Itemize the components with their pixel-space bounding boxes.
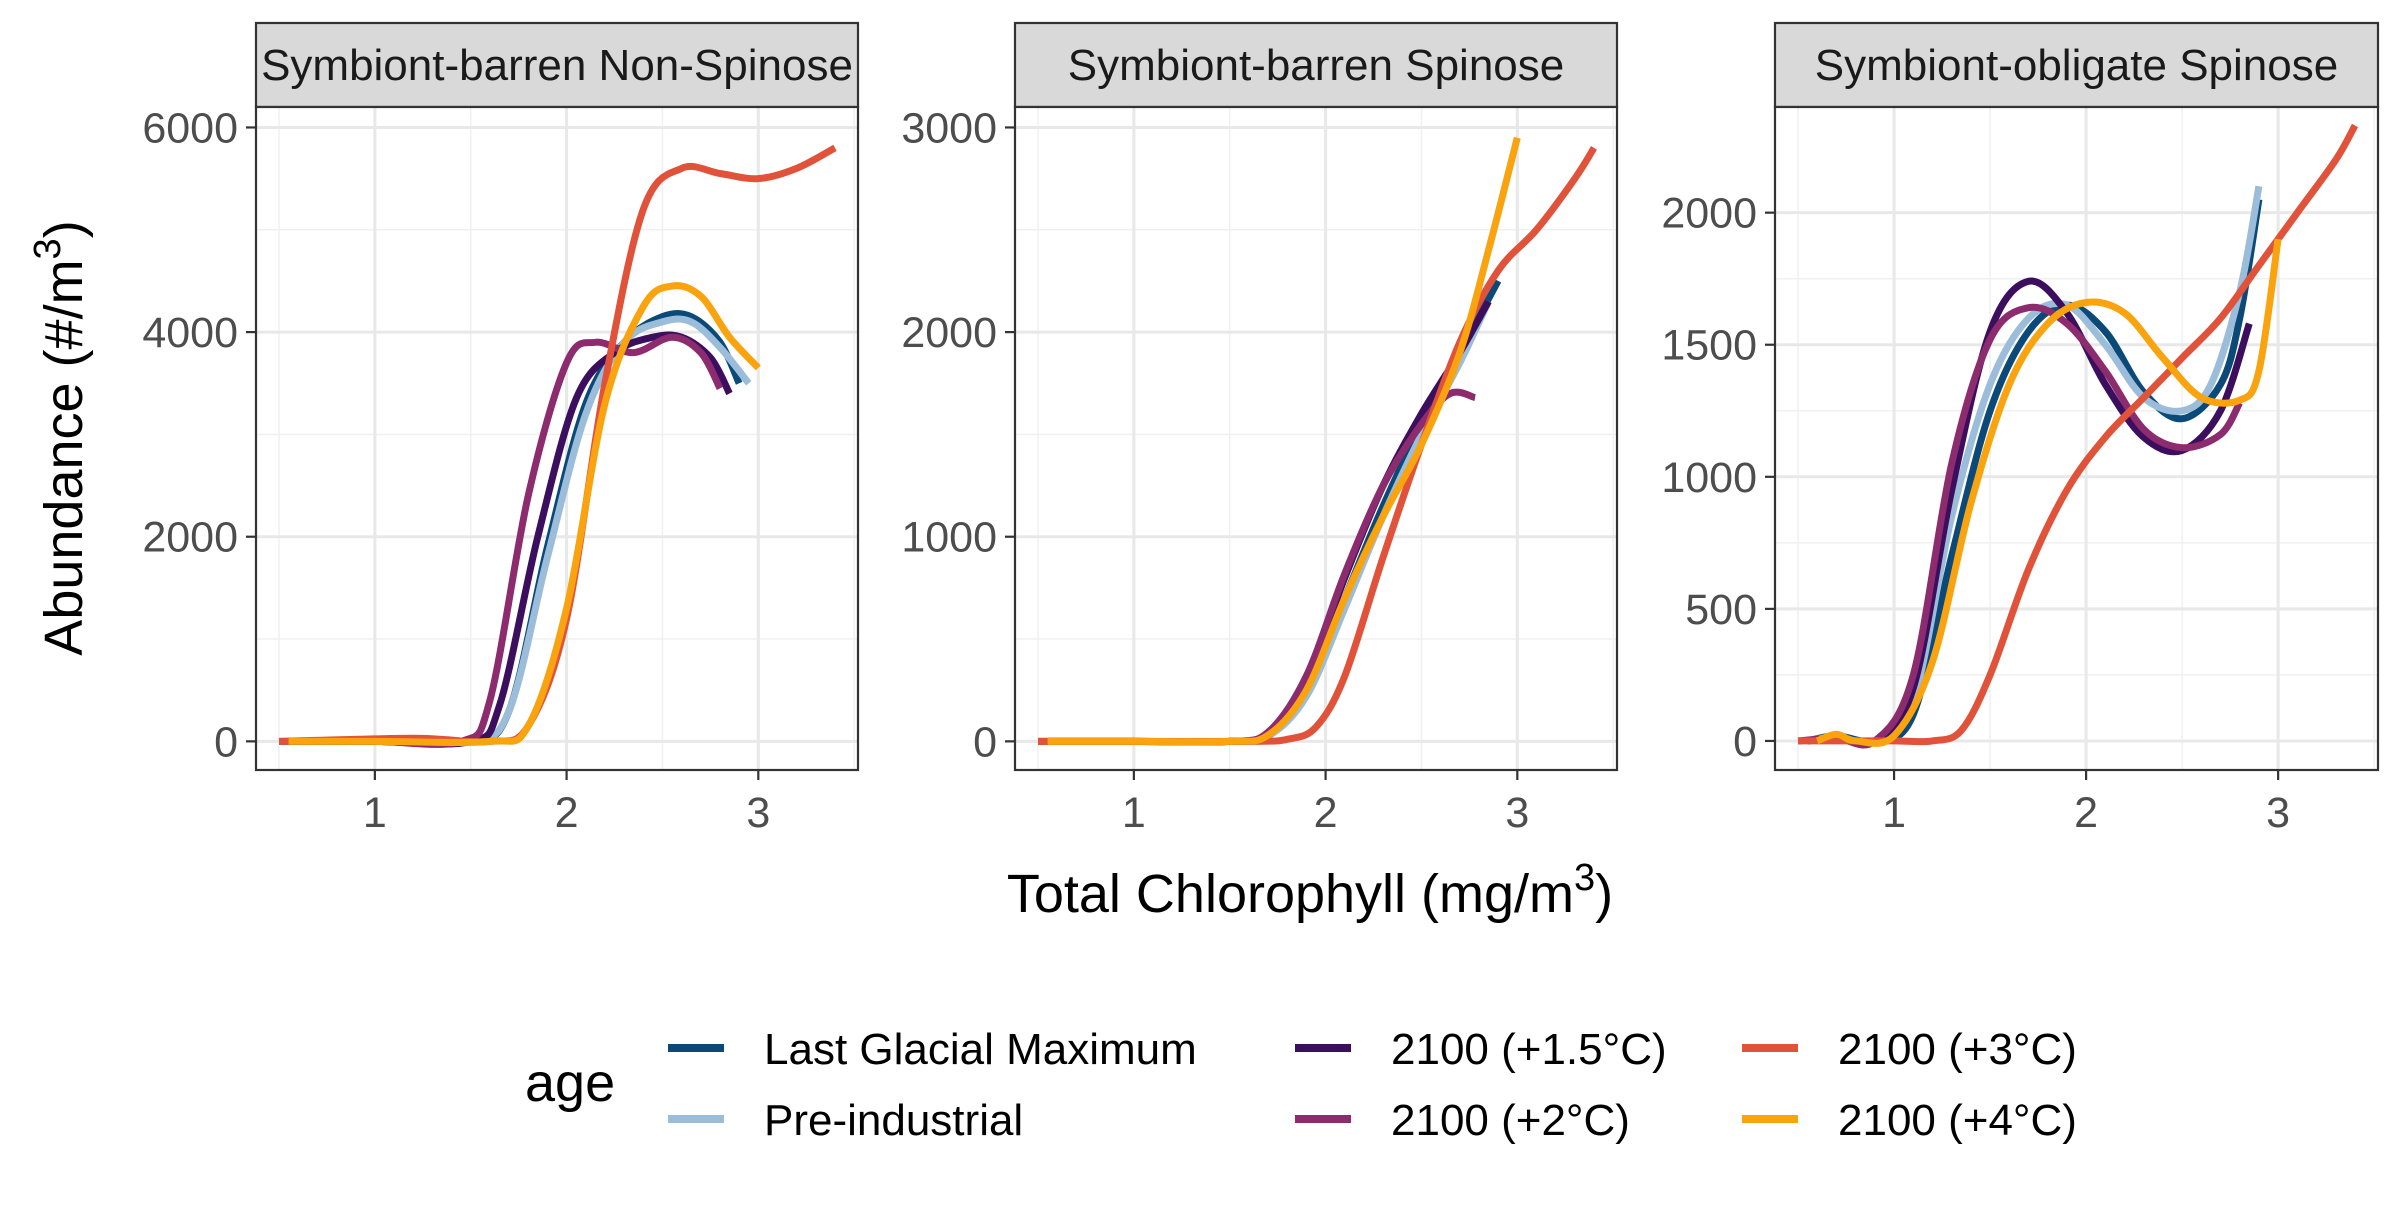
facet-strip: [254, 21, 860, 109]
legend-item-2100-1-5-c: 2100 (+1.5°C): [1295, 1025, 1667, 1074]
x-axis-title: Total Chlorophyll (mg/m3): [1007, 857, 1613, 924]
panel-3: Symbiont-obligate Spinose 0 500 1000 1500 200…: [1661, 21, 2380, 837]
panel-border: [1773, 105, 2380, 772]
y-tick-label: 2000: [1661, 190, 1757, 238]
legend-item-2100-2-c: 2100 (+2°C): [1295, 1096, 1630, 1145]
y-tick-label: 1000: [901, 514, 997, 562]
panel-2: Symbiont-barren Spinose 0 1000 2000 3000 1 2 3: [901, 21, 1619, 837]
facet-strip: [1013, 21, 1619, 109]
x-tick-label: 2: [555, 789, 579, 837]
legend-label: 2100 (+3°C): [1838, 1025, 2077, 1074]
y-tick-label: 0: [973, 718, 997, 766]
x-tick-label: 2: [2074, 789, 2098, 837]
legend-label: 2100 (+1.5°C): [1391, 1025, 1667, 1074]
y-tick-label: 1500: [1661, 322, 1757, 370]
y-axis-title-close: ): [34, 220, 94, 238]
facet-title: Symbiont-barren Spinose: [1068, 41, 1564, 90]
plot-background: [256, 107, 858, 770]
x-tick-label: 1: [1882, 789, 1906, 837]
y-tick-label: 0: [214, 718, 238, 766]
panels-layer: Symbiont-barren Non-Spinose 0 2000 4000 6000…: [142, 21, 2380, 837]
legend-item-2100-3-c: 2100 (+3°C): [1742, 1025, 2077, 1074]
x-tick-label: 2: [1314, 789, 1338, 837]
legend-label: Pre-industrial: [764, 1096, 1023, 1145]
legend-items: Last Glacial Maximum Pre-industrial 2100 (…: [668, 1025, 2077, 1145]
y-tick-label: 4000: [142, 309, 238, 357]
x-axis-title-text: Total Chlorophyll (mg/m: [1007, 864, 1574, 924]
x-axis-title-close: ): [1595, 864, 1613, 924]
legend-item-last-glacial-maximum: Last Glacial Maximum: [668, 1025, 1197, 1074]
x-tick-label: 3: [2266, 789, 2290, 837]
facet-title: Symbiont-barren Non-Spinose: [261, 41, 853, 90]
y-tick-label: 2000: [142, 514, 238, 562]
x-tick-label: 1: [363, 789, 387, 837]
y-tick-label: 2000: [901, 309, 997, 357]
y-tick-label: 6000: [142, 104, 238, 152]
x-tick-label: 3: [1505, 789, 1529, 837]
series-line-2100-4-c: [288, 282, 761, 747]
series-lines: [1038, 136, 1597, 746]
y-tick-label: 0: [1733, 718, 1757, 766]
y-tick-label: 500: [1685, 586, 1757, 634]
series-lines: [1797, 123, 2359, 749]
facet-title: Symbiont-obligate Spinose: [1815, 41, 2338, 90]
grid-lines: [1015, 107, 1617, 770]
series-line-2100-2-c: [1797, 303, 2243, 749]
plot-background: [1775, 107, 2378, 770]
panel-border: [1013, 105, 1619, 772]
panel-border: [254, 105, 860, 772]
legend: age Last Glacial Maximum Pre-industrial 21…: [525, 1025, 2077, 1145]
series-lines: [278, 144, 837, 748]
legend-title: age: [525, 1053, 615, 1113]
y-axis-title-text: Abundance (#/m: [34, 259, 94, 655]
x-tick-label: 3: [746, 789, 770, 837]
series-line-2100-4-c: [1047, 136, 1521, 746]
y-tick-label: 1000: [1661, 454, 1757, 502]
legend-item-pre-industrial: Pre-industrial: [668, 1096, 1023, 1145]
series-line-2100-4-c: [1815, 238, 2282, 747]
grid-lines: [256, 107, 858, 770]
legend-label: 2100 (+4°C): [1838, 1096, 2077, 1145]
legend-label: Last Glacial Maximum: [764, 1025, 1197, 1074]
panel-1: Symbiont-barren Non-Spinose 0 2000 4000 6000…: [142, 21, 860, 837]
legend-label: 2100 (+2°C): [1391, 1096, 1630, 1145]
y-axis-title: Abundance (#/m3): [27, 220, 94, 655]
x-axis-title-superscript: 3: [1574, 857, 1595, 899]
y-axis-title-superscript: 3: [27, 238, 69, 259]
legend-item-2100-4-c: 2100 (+4°C): [1742, 1096, 2077, 1145]
x-tick-label: 1: [1122, 789, 1146, 837]
y-tick-label: 3000: [901, 104, 997, 152]
